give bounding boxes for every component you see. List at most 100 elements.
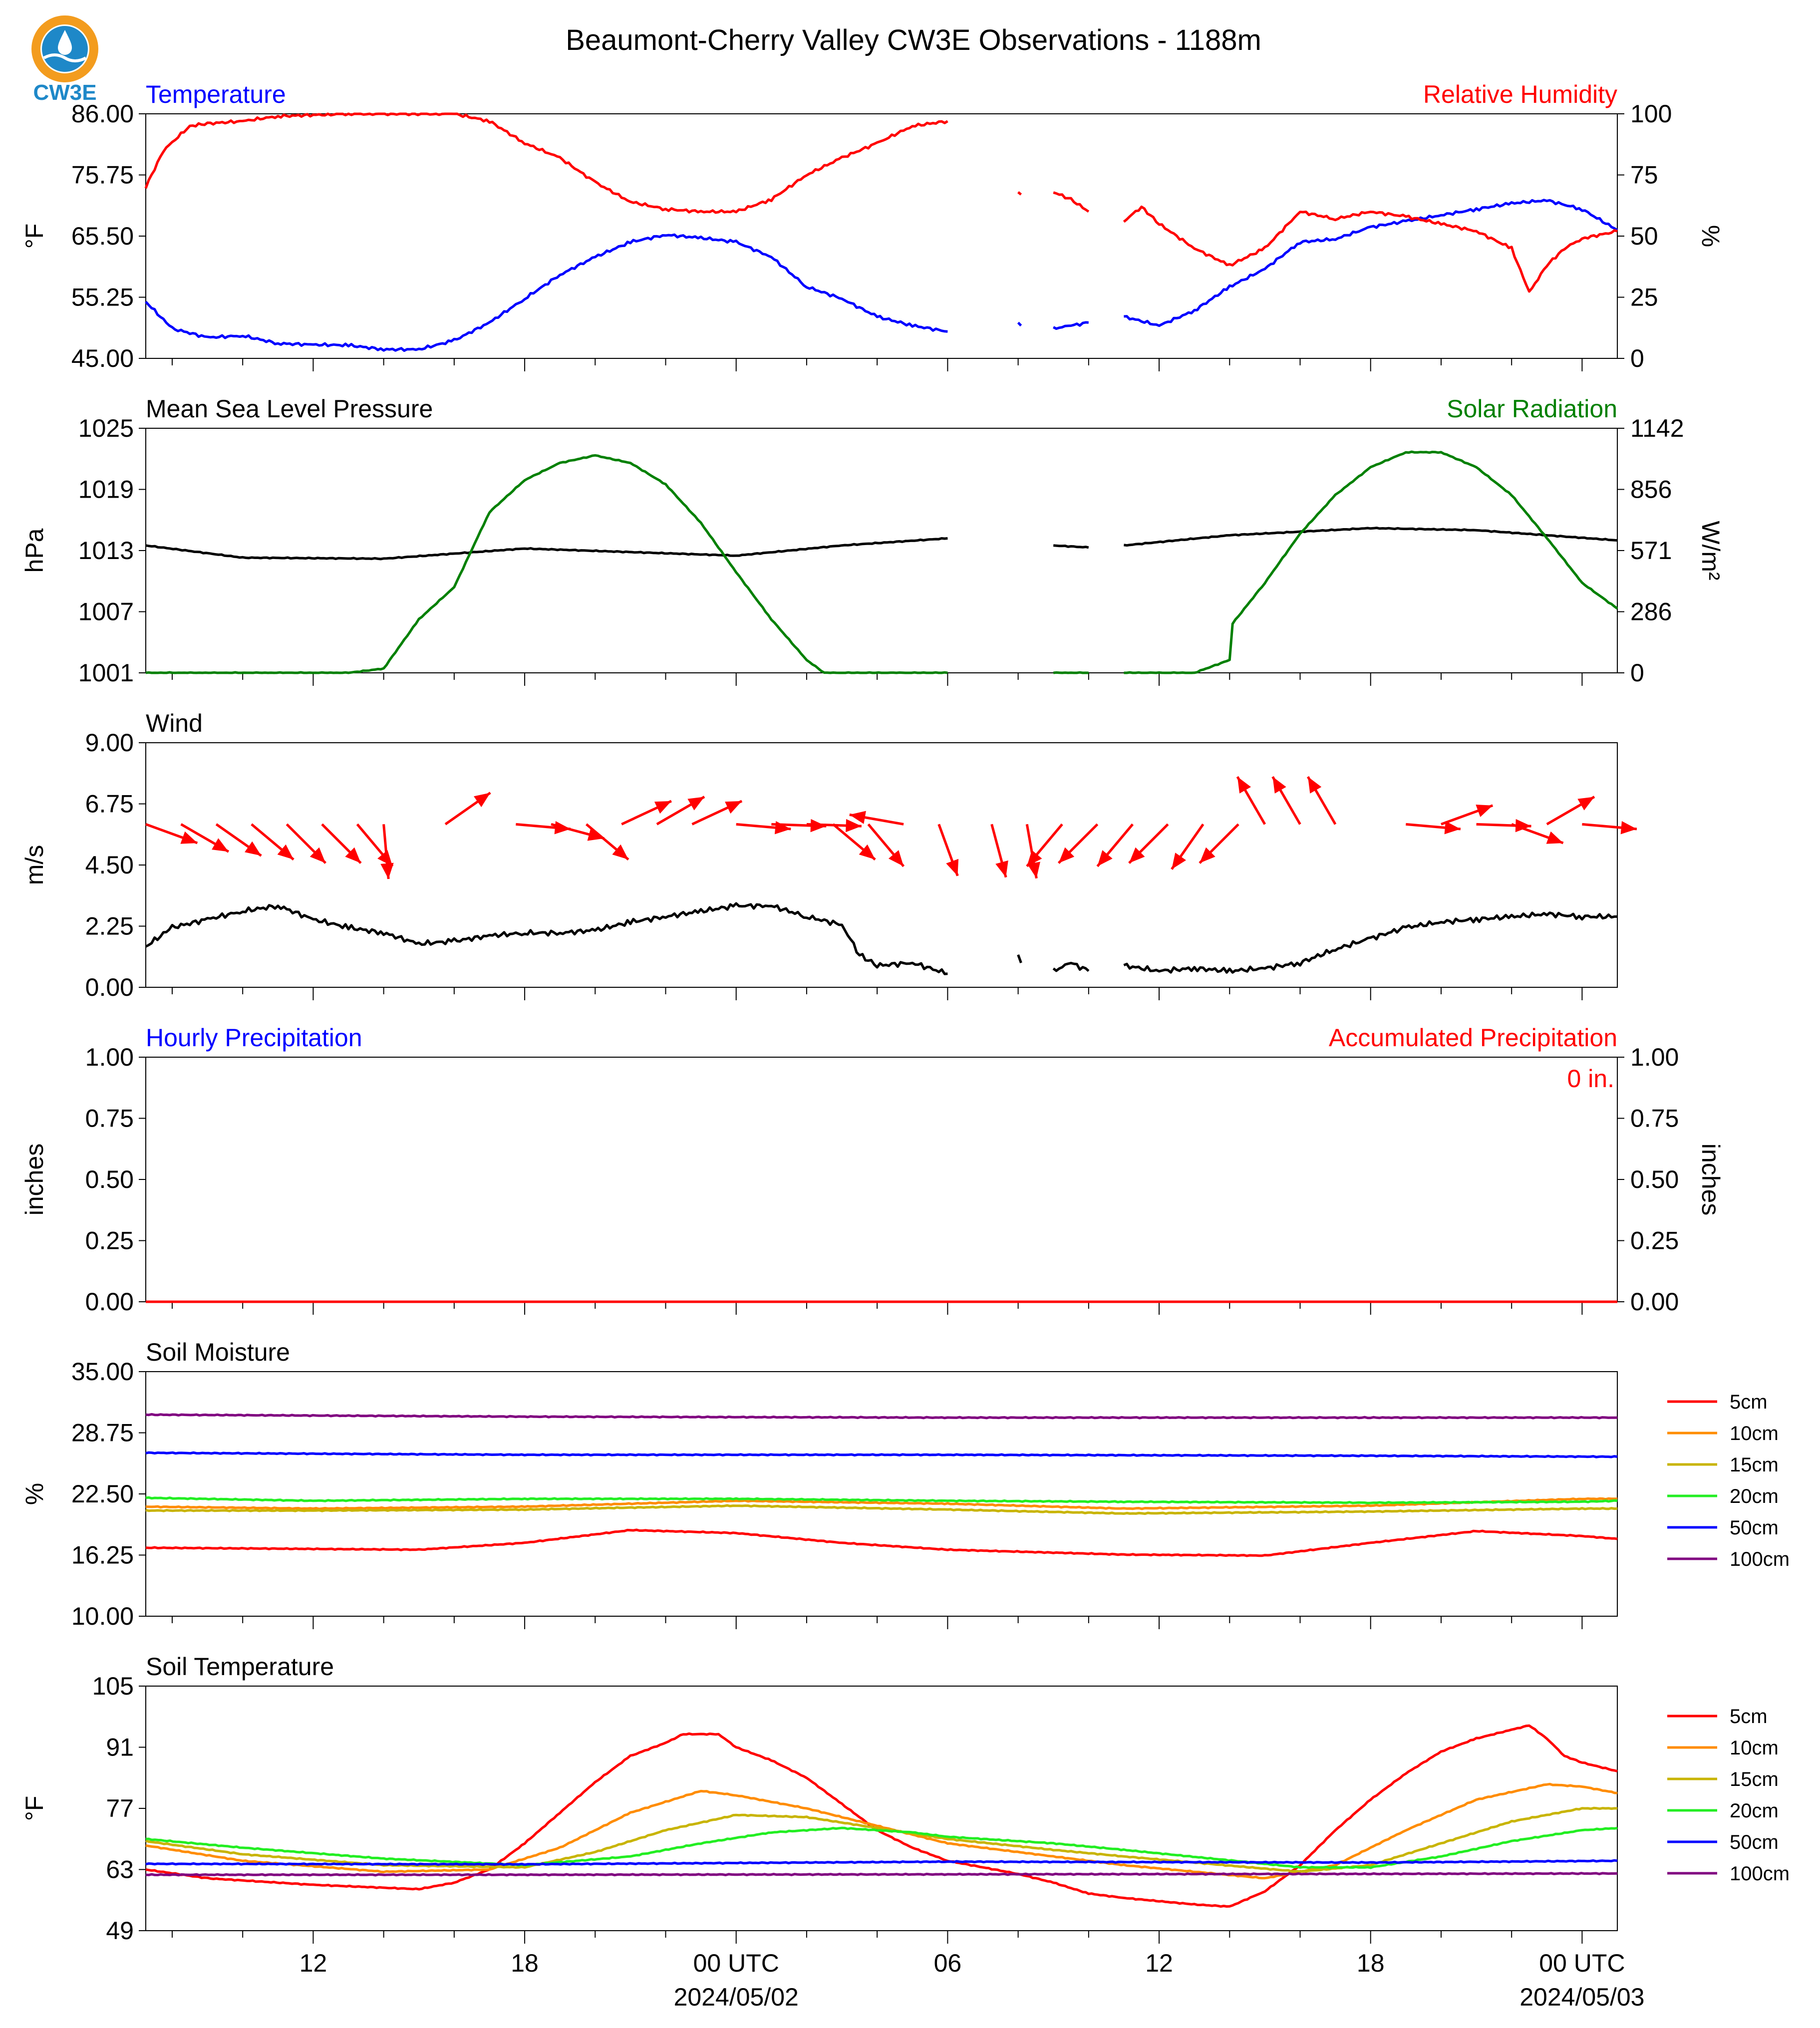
panel-temperature: Temperature Relative Humidity 86.00 75.75 65… bbox=[20, 80, 1725, 372]
y-axis-label: °F bbox=[20, 1796, 48, 1821]
series-relative-humidity bbox=[1123, 205, 1618, 293]
wind-arrow-head bbox=[309, 847, 326, 864]
series-temperature bbox=[1017, 321, 1022, 327]
wind-arrow bbox=[1199, 823, 1239, 864]
y-tick-label: 2.25 bbox=[85, 912, 134, 940]
y-tick-label: 1001 bbox=[78, 659, 134, 687]
y2-axis-label: % bbox=[1697, 225, 1725, 247]
wind-arrow bbox=[1128, 823, 1169, 864]
y2-tick-label: 0 bbox=[1630, 659, 1644, 687]
series-20cm bbox=[146, 1826, 1618, 1869]
series-100cm bbox=[145, 1413, 1618, 1420]
x-tick-label: 18 bbox=[511, 1949, 539, 1977]
precip-total-label: 0 in. bbox=[1567, 1065, 1614, 1093]
wind-arrow bbox=[1026, 823, 1063, 868]
wind-arrow-head bbox=[888, 850, 904, 867]
y-tick-label: 86.00 bbox=[71, 100, 134, 128]
wind-arrow-head bbox=[687, 797, 705, 811]
wind-arrow-head bbox=[1444, 821, 1461, 835]
wind-arrow-head bbox=[725, 801, 742, 814]
series-mean-sea-level-pressure bbox=[145, 537, 948, 561]
wind-arrow-head bbox=[345, 847, 361, 864]
wind-arrow-head bbox=[1546, 831, 1563, 844]
y-tick-label: 55.25 bbox=[71, 284, 134, 311]
wind-arrow bbox=[1406, 821, 1461, 835]
left-title: Soil Temperature bbox=[146, 1653, 334, 1681]
right-title: Solar Radiation bbox=[1447, 395, 1617, 423]
y-tick-label: 35.00 bbox=[71, 1358, 134, 1386]
wind-arrow bbox=[691, 800, 743, 826]
wind-arrow bbox=[180, 823, 230, 853]
y-axis-label: hPa bbox=[20, 528, 48, 573]
y-tick-label: 1025 bbox=[78, 414, 134, 442]
y-tick-label: 45.00 bbox=[71, 344, 134, 372]
series-10cm bbox=[145, 1782, 1618, 1880]
y-tick-label: 4.50 bbox=[85, 851, 134, 879]
y2-tick-label: 25 bbox=[1630, 284, 1658, 311]
wind-arrow bbox=[1582, 821, 1637, 835]
y-axis-label: °F bbox=[20, 224, 48, 249]
wind-arrow-head bbox=[1058, 847, 1075, 864]
series-wind bbox=[1052, 961, 1090, 972]
y2-tick-label: 1.00 bbox=[1630, 1043, 1679, 1071]
series-5cm bbox=[145, 1528, 1618, 1557]
wind-arrow bbox=[937, 824, 959, 876]
left-title: Temperature bbox=[146, 80, 286, 108]
y-axis-label: % bbox=[20, 1483, 48, 1505]
wind-arrow bbox=[1546, 796, 1595, 826]
legend-label: 15cm bbox=[1730, 1768, 1779, 1790]
y-tick-label: 16.25 bbox=[71, 1541, 134, 1569]
series-wind bbox=[145, 902, 948, 975]
y-tick-label: 1013 bbox=[78, 537, 134, 565]
y-axis-label: m/s bbox=[20, 845, 48, 885]
series-solar-radiation bbox=[145, 454, 948, 674]
series-temperature bbox=[1124, 199, 1618, 327]
y2-tick-label: 50 bbox=[1630, 222, 1658, 250]
y2-tick-label: 0.50 bbox=[1630, 1165, 1679, 1193]
panel-soil_temperature: Soil Temperature 105 91 77 63 49 °F 5cm 10cm 15cm… bbox=[20, 1653, 1790, 1945]
series-solar-radiation bbox=[1053, 671, 1089, 674]
wind-arrow-head bbox=[1097, 850, 1113, 867]
plot-frame bbox=[145, 428, 1618, 673]
wind-arrow bbox=[832, 823, 876, 861]
wind-arrow-head bbox=[474, 793, 491, 808]
series-temperature bbox=[145, 233, 948, 352]
y-tick-label: 75.75 bbox=[71, 161, 134, 189]
y2-tick-label: 100 bbox=[1630, 100, 1672, 128]
wind-arrow-head bbox=[1515, 819, 1531, 833]
legend-label: 5cm bbox=[1730, 1706, 1768, 1728]
y-tick-label: 0.00 bbox=[85, 1288, 134, 1316]
y-tick-label: 105 bbox=[92, 1672, 134, 1700]
x-tick-label: 18 bbox=[1357, 1949, 1385, 1977]
y2-tick-label: 0 bbox=[1630, 344, 1644, 372]
wind-arrow bbox=[1057, 823, 1099, 864]
legend-label: 100cm bbox=[1730, 1548, 1790, 1570]
series-5cm bbox=[145, 1724, 1618, 1908]
left-title: Hourly Precipitation bbox=[146, 1024, 362, 1052]
wind-arrow bbox=[1441, 804, 1494, 826]
logo-text: CW3E bbox=[33, 80, 96, 105]
legend-label: 10cm bbox=[1730, 1423, 1779, 1445]
y-tick-label: 22.50 bbox=[71, 1480, 134, 1508]
series-10cm bbox=[145, 1497, 1618, 1510]
panel-soil_moisture: Soil Moisture 35.00 28.75 22.50 16.25 10.00% 5… bbox=[20, 1338, 1790, 1630]
wind-arrow bbox=[444, 792, 491, 826]
series-mean-sea-level-pressure bbox=[1053, 544, 1089, 549]
y2-tick-label: 0.00 bbox=[1630, 1288, 1679, 1316]
wind-arrow bbox=[990, 824, 1008, 878]
y-tick-label: 28.75 bbox=[71, 1419, 134, 1447]
y-tick-label: 0.00 bbox=[85, 973, 134, 1001]
wind-arrow bbox=[849, 811, 904, 826]
wind-arrow bbox=[867, 823, 905, 868]
y-tick-label: 9.00 bbox=[85, 729, 134, 757]
y-tick-label: 77 bbox=[106, 1794, 134, 1822]
wind-arrow-head bbox=[1308, 777, 1322, 794]
wind-arrow bbox=[251, 823, 295, 861]
y2-axis-label: W/m² bbox=[1697, 521, 1725, 580]
wind-arrow bbox=[1096, 823, 1134, 868]
wind-arrow bbox=[1271, 776, 1301, 825]
wind-arrow-head bbox=[245, 841, 262, 856]
wind-arrow bbox=[1476, 819, 1531, 833]
x-tick-label: 12 bbox=[1145, 1949, 1173, 1977]
figure-title: Beaumont-Cherry Valley CW3E Observations… bbox=[566, 24, 1261, 56]
